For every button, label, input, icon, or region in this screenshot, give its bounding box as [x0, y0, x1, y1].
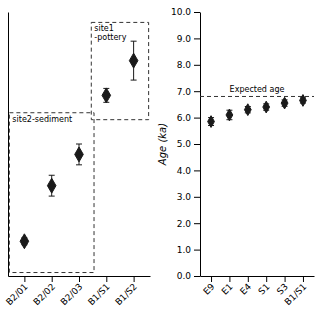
x-tick-mark: [24, 276, 25, 282]
x-tick: B2/03: [59, 276, 85, 307]
chart-container: B2/01B2/02B2/03B1/S1B1/S2site2-sediments…: [0, 0, 320, 320]
y-tick: 4.0: [177, 166, 200, 176]
point: [47, 178, 56, 193]
x-tick: S1: [256, 276, 271, 297]
y-tick-label: 6.0: [177, 113, 192, 123]
group-label: site2-sediment: [12, 115, 72, 124]
y-tick-mark: [194, 118, 200, 119]
y-tick: 7.0: [177, 87, 200, 97]
x-tick: B1/S2: [113, 276, 139, 307]
chart-svg: B2/01B2/02B2/03B1/S1B1/S2site2-sediments…: [0, 0, 320, 320]
x-tick-label: B1/S1: [86, 281, 112, 307]
y-tick-mark: [194, 38, 200, 39]
x-tick-mark: [211, 276, 212, 282]
point: [20, 234, 29, 249]
x-tick-label: B1/S2: [113, 281, 139, 307]
y-tick: 8.0: [177, 60, 200, 70]
x-tick-mark: [79, 276, 80, 282]
y-tick-mark: [194, 250, 200, 251]
y-tick-label: 3.0: [177, 192, 192, 202]
x-tick-mark: [266, 276, 267, 282]
y-tick-mark: [194, 197, 200, 198]
y-tick-label: 10.0: [171, 7, 191, 17]
y-tick-label: 0.0: [177, 271, 192, 281]
point: [244, 104, 251, 116]
plot-area: [9, 22, 148, 272]
x-tick-label: B2/03: [59, 281, 85, 307]
x-tick: B2/01: [4, 276, 30, 307]
x-tick-label: E9: [201, 281, 216, 296]
group-box: [9, 113, 94, 273]
y-tick-label: 7.0: [177, 87, 192, 97]
x-tick: E4: [238, 276, 253, 297]
group-label-line: -pottery: [94, 33, 126, 42]
x-tick-mark: [52, 276, 53, 282]
y-tick-mark: [194, 12, 200, 13]
x-tick-mark: [106, 276, 107, 282]
y-axis-title: Age (ka): [157, 123, 168, 166]
point: [102, 88, 111, 103]
y-axis-line: [200, 13, 201, 277]
y-axis-line: [8, 13, 9, 277]
y-tick: 10.0: [171, 7, 200, 17]
point: [208, 116, 215, 128]
y-tick: 6.0: [177, 113, 200, 123]
x-tick-mark: [248, 276, 249, 282]
panel: B2/01B2/02B2/03B1/S1B1/S2 site2-sediment s…: [4, 13, 150, 308]
reference-line: [200, 96, 314, 97]
x-tick-label: E4: [238, 281, 253, 296]
point: [263, 101, 270, 113]
point: [300, 95, 307, 107]
panel: E9 E1E4S1 S3B1/S1 0.0 1.0 2.0 3.0 4.0 5.0 6.0 7.0 8…: [157, 7, 315, 307]
x-tick: E9: [201, 276, 216, 297]
y-tick: 3.0: [177, 192, 200, 202]
x-axis: E9 E1E4S1 S3B1/S1: [201, 276, 315, 307]
point: [75, 147, 84, 162]
y-tick-label: 1.0: [177, 245, 192, 255]
x-tick: E1: [220, 276, 235, 297]
y-tick-label: 9.0: [177, 34, 192, 44]
y-tick-mark: [194, 91, 200, 92]
y-tick-label: 5.0: [177, 139, 192, 149]
y-axis: 0.0 1.0 2.0 3.0 4.0 5.0 6.0 7.0 8.0 9.0 10.0: [171, 7, 201, 281]
x-tick-label: B2/01: [4, 281, 30, 307]
y-tick-mark: [194, 170, 200, 171]
x-tick: B2/02: [31, 276, 57, 307]
y-tick-label: 4.0: [177, 166, 192, 176]
y-tick-mark: [194, 276, 200, 277]
x-tick: B1/S1: [86, 276, 112, 307]
group-label: site1-pottery: [94, 24, 126, 42]
y-axis: [8, 13, 9, 277]
y-tick: 2.0: [177, 219, 200, 229]
x-tick-mark: [134, 276, 135, 282]
point: [226, 109, 233, 121]
x-tick: S3: [275, 276, 290, 297]
y-tick: 5.0: [177, 139, 200, 149]
x-tick-mark: [303, 276, 304, 282]
x-tick-mark: [285, 276, 286, 282]
x-tick-label: B2/02: [31, 281, 57, 307]
y-tick-mark: [194, 144, 200, 145]
point: [129, 53, 138, 68]
x-tick-label: E1: [220, 281, 235, 296]
reference-label: Expected age: [230, 85, 285, 94]
y-tick-label: 2.0: [177, 219, 192, 229]
group-box: [91, 22, 148, 119]
x-tick-label: S1: [256, 281, 271, 296]
y-tick-mark: [194, 65, 200, 66]
y-tick-mark: [194, 223, 200, 224]
x-axis-line: [201, 276, 315, 277]
x-axis: B2/01B2/02B2/03B1/S1B1/S2: [4, 276, 150, 307]
plot-area: [200, 95, 314, 128]
y-tick: 0.0: [177, 271, 200, 281]
point: [281, 97, 288, 109]
y-tick: 1.0: [177, 245, 200, 255]
x-tick-label: B1/S1: [283, 281, 309, 307]
y-tick: 9.0: [177, 34, 200, 44]
group-label-line: site1: [94, 24, 114, 33]
x-tick-mark: [229, 276, 230, 282]
y-tick-label: 8.0: [177, 60, 192, 70]
group-label-line: site2-sediment: [12, 115, 72, 124]
x-tick: B1/S1: [283, 276, 309, 307]
